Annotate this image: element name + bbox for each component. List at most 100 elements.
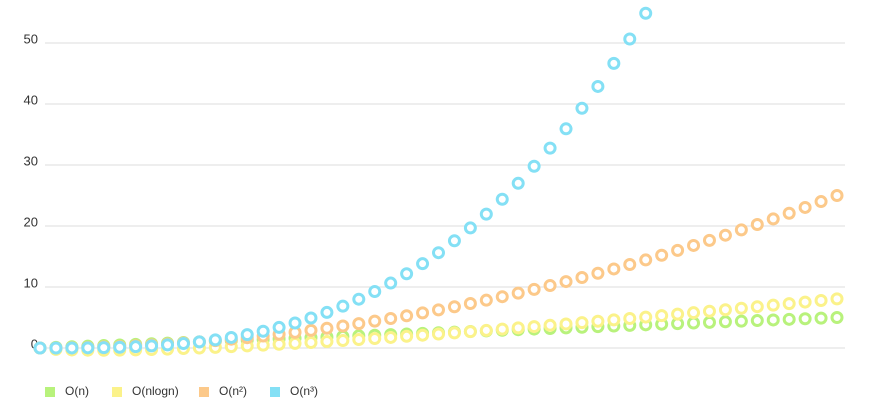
point bbox=[734, 314, 748, 328]
point bbox=[750, 217, 764, 231]
point bbox=[718, 315, 732, 329]
point bbox=[766, 212, 780, 226]
point bbox=[113, 340, 127, 354]
y-tick-label: 30 bbox=[24, 153, 38, 168]
point bbox=[495, 290, 509, 304]
point bbox=[495, 192, 509, 206]
point bbox=[320, 305, 334, 319]
y-tick-label: 0 bbox=[31, 336, 38, 351]
series bbox=[33, 6, 653, 355]
point bbox=[352, 333, 366, 347]
point bbox=[702, 233, 716, 247]
point bbox=[320, 335, 334, 349]
point bbox=[830, 189, 844, 202]
point bbox=[607, 262, 621, 276]
point bbox=[687, 306, 701, 320]
point bbox=[432, 327, 445, 341]
point bbox=[352, 317, 366, 331]
point bbox=[639, 6, 653, 20]
point bbox=[543, 279, 557, 293]
y-tick-label: 10 bbox=[24, 275, 38, 290]
grid: 0 10 20 30 40 50 bbox=[24, 31, 845, 351]
point bbox=[479, 323, 493, 337]
point bbox=[511, 286, 525, 300]
point bbox=[81, 341, 95, 355]
point bbox=[527, 159, 541, 173]
point bbox=[33, 341, 47, 355]
point bbox=[702, 304, 716, 318]
point bbox=[368, 285, 382, 299]
point bbox=[687, 238, 701, 252]
point bbox=[623, 32, 637, 46]
point bbox=[734, 223, 748, 237]
point bbox=[591, 79, 605, 93]
legend-label: O(n²) bbox=[219, 384, 247, 398]
point bbox=[511, 321, 525, 335]
point bbox=[463, 221, 477, 235]
point bbox=[336, 299, 350, 313]
point bbox=[559, 122, 573, 136]
point bbox=[687, 316, 701, 330]
point bbox=[65, 341, 79, 355]
point bbox=[304, 336, 318, 350]
point bbox=[432, 246, 445, 260]
point bbox=[272, 337, 286, 351]
legend: O(n) O(nlogn) O(n²) O(n³) bbox=[45, 384, 318, 398]
point bbox=[830, 292, 844, 306]
point bbox=[575, 101, 589, 115]
point bbox=[192, 335, 206, 349]
legend-label: O(n³) bbox=[290, 384, 318, 398]
point bbox=[798, 295, 812, 309]
point bbox=[416, 306, 430, 320]
point bbox=[272, 320, 286, 334]
point bbox=[814, 195, 828, 209]
point bbox=[527, 320, 541, 334]
plot-area bbox=[33, 6, 844, 357]
point bbox=[782, 312, 796, 326]
point bbox=[176, 337, 190, 351]
point bbox=[734, 301, 748, 315]
point bbox=[49, 341, 63, 355]
point bbox=[591, 266, 605, 280]
point bbox=[336, 334, 350, 348]
point bbox=[639, 253, 653, 267]
y-tick-label: 40 bbox=[24, 92, 38, 107]
point bbox=[368, 331, 382, 345]
point bbox=[766, 313, 780, 327]
point bbox=[463, 325, 477, 339]
point bbox=[288, 316, 302, 330]
point bbox=[145, 339, 159, 353]
point bbox=[400, 267, 414, 281]
y-tick-label: 20 bbox=[24, 214, 38, 229]
point bbox=[559, 317, 573, 331]
point bbox=[447, 326, 461, 340]
legend-label: O(nlogn) bbox=[132, 384, 179, 398]
point bbox=[511, 176, 525, 190]
point bbox=[304, 323, 318, 337]
point bbox=[384, 330, 398, 344]
point bbox=[288, 336, 302, 350]
point bbox=[208, 333, 222, 347]
point bbox=[607, 313, 621, 327]
point bbox=[814, 293, 828, 307]
point bbox=[384, 276, 398, 290]
point bbox=[447, 300, 461, 314]
point bbox=[400, 329, 414, 343]
point bbox=[97, 341, 111, 355]
point bbox=[495, 322, 509, 336]
point bbox=[416, 257, 430, 271]
point bbox=[527, 282, 541, 296]
point bbox=[814, 311, 828, 325]
point bbox=[320, 321, 334, 335]
point bbox=[655, 248, 669, 262]
point bbox=[224, 330, 238, 344]
point bbox=[830, 311, 844, 324]
point bbox=[559, 275, 573, 289]
point bbox=[718, 228, 732, 242]
legend-swatch bbox=[199, 387, 209, 397]
point bbox=[782, 206, 796, 220]
point bbox=[416, 328, 430, 342]
point bbox=[718, 303, 732, 317]
point bbox=[575, 270, 589, 284]
